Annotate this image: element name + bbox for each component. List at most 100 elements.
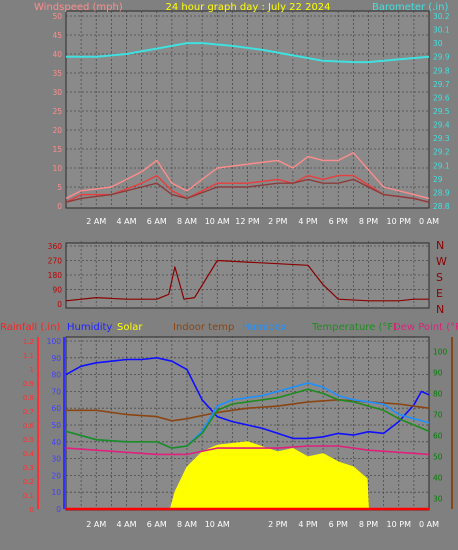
temp-x-tick-label: 4 PM (298, 520, 317, 529)
wind-x-tick-label: 8 PM (359, 217, 378, 226)
wind-x-tick-label: 12 PM (235, 217, 260, 226)
humidity-y-tick-label: 30 (51, 455, 61, 464)
wind-x-tick-label: 10 AM (205, 217, 230, 226)
barometer-y-tick-label: 30 (433, 39, 443, 48)
rain-y-tick-label: 0.2 (23, 478, 34, 486)
direction-label-e: E (436, 287, 443, 300)
humidity-y-tick-label: 20 (51, 471, 61, 480)
direction-y-tick-label: 0 (57, 300, 62, 309)
barometer-y-tick-label: 29.8 (433, 66, 450, 75)
series-line-gust (65, 152, 430, 200)
temperature-y-tick-label: 80 (433, 390, 443, 399)
humidity-y-tick-label: 0 (56, 505, 61, 514)
wind-y-tick-label: 0 (57, 202, 62, 211)
rain-y-tick-label: 1.1 (23, 352, 34, 360)
direction-y-tick-label: 360 (48, 242, 63, 251)
series-area-solar (169, 441, 370, 510)
rain-y-tick-label: 0 (30, 506, 34, 514)
wind-x-tick-label: 4 PM (298, 217, 317, 226)
temp-x-tick-label: 2 AM (86, 520, 106, 529)
wind-x-tick-label: 6 AM (147, 217, 167, 226)
temp-x-tick-label: 4 AM (116, 520, 136, 529)
wind-y-tick-label: 40 (52, 50, 62, 59)
rain-y-tick-label: 0.6 (23, 422, 35, 430)
temperature-y-tick-label: 70 (433, 411, 443, 420)
direction-label-n-top: N (436, 239, 444, 252)
series-line-dew-point-f (65, 445, 430, 456)
rain-y-tick-label: 1 (30, 366, 34, 374)
rain-y-tick-label: 0.5 (23, 436, 34, 444)
direction-label-w: W (436, 255, 447, 268)
wind-y-tick-label: 45 (52, 31, 62, 40)
temp-x-tick-label: 8 AM (177, 520, 197, 529)
humidity-y-tick-label: 100 (47, 337, 62, 346)
series-line-average (65, 178, 430, 203)
wind-x-tick-label: 2 AM (86, 217, 106, 226)
wind-y-tick-label: 15 (52, 145, 62, 154)
legend-solar: Solar (117, 322, 143, 333)
rain-y-tick-label: 0.1 (23, 492, 34, 500)
rain-y-tick-label: 0.3 (23, 464, 34, 472)
barometer-y-tick-label: 30.1 (433, 26, 450, 35)
legend-rainfall: Rainfall (.in) (0, 322, 61, 333)
legend-humidity: Humidity (67, 322, 112, 333)
temp-x-tick-label: 10 AM (205, 520, 230, 529)
wind-x-tick-label: 0 AM (419, 217, 439, 226)
temp-x-tick-label: 2 PM (268, 520, 287, 529)
humidity-y-tick-label: 80 (51, 371, 61, 380)
humidity-y-tick-label: 10 (51, 488, 61, 497)
temperature-y-tick-label: 100 (433, 348, 448, 357)
series-line-temperature-f (65, 388, 430, 449)
barometer-axis-label: Barometer (.in) (372, 2, 448, 13)
wind-y-tick-label: 5 (57, 183, 62, 192)
wind-x-tick-label: 6 PM (329, 217, 348, 226)
direction-label-n-bottom: N (436, 303, 444, 316)
direction-label-s: S (436, 271, 443, 284)
barometer-y-tick-label: 29.1 (433, 161, 450, 170)
legend-humidex: Humidex (242, 322, 287, 333)
direction-y-tick-label: 270 (48, 257, 63, 266)
direction-y-tick-label: 90 (52, 286, 62, 295)
barometer-y-tick-label: 29.7 (433, 80, 450, 89)
temperature-y-tick-label: 40 (433, 474, 443, 483)
legend-indoor-temp: Indoor temp (173, 322, 234, 333)
humidity-y-tick-label: 60 (51, 404, 61, 413)
wind-x-tick-label: 8 AM (177, 217, 197, 226)
wind-y-tick-label: 30 (52, 88, 62, 97)
series-line-humidity (65, 356, 430, 440)
rain-y-tick-label: 0.7 (23, 408, 34, 416)
wind-y-tick-label: 50 (52, 12, 62, 21)
barometer-y-tick-label: 29.2 (433, 148, 450, 157)
chart-title: 24 hour graph day : July 22 2024 (165, 2, 330, 13)
rain-y-tick-label: 0.8 (23, 394, 34, 402)
wind-x-tick-label: 4 AM (116, 217, 136, 226)
legend-temperature: Temperature (°F) (311, 322, 397, 333)
wind-y-tick-label: 10 (52, 164, 62, 173)
temperature-y-tick-label: 30 (433, 495, 443, 504)
temp-x-tick-label: 10 PM (387, 520, 412, 529)
temp-x-tick-label: 8 PM (359, 520, 378, 529)
temperature-y-tick-label: 60 (433, 432, 443, 441)
legend-dew-point: Dew Point (°F) (393, 322, 458, 333)
temp-x-tick-label: 6 PM (329, 520, 348, 529)
wind-x-tick-label: 10 PM (387, 217, 412, 226)
barometer-y-tick-label: 29.4 (433, 121, 450, 130)
wind-y-tick-label: 35 (52, 69, 62, 78)
wind-y-tick-label: 25 (52, 107, 62, 116)
barometer-y-tick-label: 29.9 (433, 53, 450, 62)
barometer-y-tick-label: 29 (433, 175, 443, 184)
direction-y-tick-label: 180 (48, 271, 63, 280)
temp-x-tick-label: 6 AM (147, 520, 167, 529)
humidity-y-tick-label: 40 (51, 438, 61, 447)
barometer-y-tick-label: 29.5 (433, 107, 450, 116)
rain-y-tick-label: 0.9 (23, 380, 34, 388)
wind-y-tick-label: 20 (52, 126, 62, 135)
barometer-y-tick-label: 30.2 (433, 12, 450, 21)
temp-x-tick-label: 0 AM (419, 520, 439, 529)
temperature-y-tick-label: 50 (433, 453, 443, 462)
barometer-y-tick-label: 28.9 (433, 188, 450, 197)
wind-x-tick-label: 2 PM (268, 217, 287, 226)
temperature-y-tick-label: 90 (433, 369, 443, 378)
windspeed-axis-label: Windspeed (mph) (34, 2, 123, 13)
